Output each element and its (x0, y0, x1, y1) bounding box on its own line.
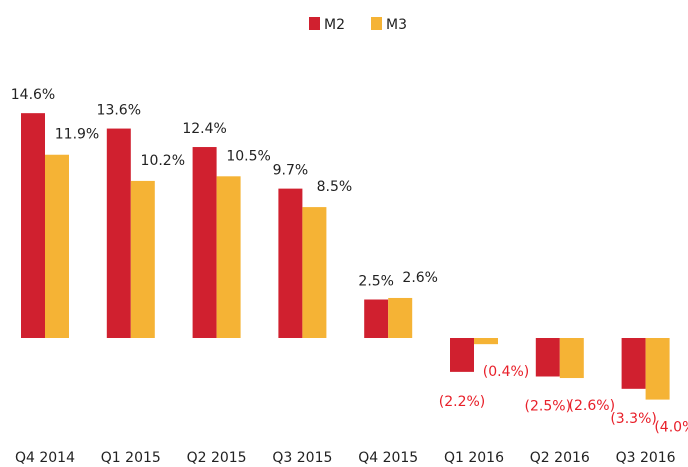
bar (621, 338, 646, 389)
bar (21, 113, 45, 338)
value-label: 2.6% (402, 270, 438, 286)
bar (388, 297, 413, 338)
value-label: 11.9% (55, 127, 99, 143)
bar (535, 338, 560, 377)
x-tick-label: Q4 2015 (358, 450, 418, 466)
bar (216, 176, 241, 338)
legend-swatch (309, 17, 320, 30)
value-label: (0.4%) (483, 364, 530, 380)
bar (450, 338, 474, 372)
x-tick-label: Q3 2015 (272, 450, 332, 466)
x-tick-label: Q3 2016 (616, 450, 676, 466)
legend-label: M3 (386, 17, 407, 33)
value-label: 8.5% (317, 179, 353, 195)
bar (364, 299, 389, 338)
x-tick-label: Q1 2015 (101, 450, 161, 466)
value-label: (2.2%) (439, 394, 486, 410)
bar (106, 128, 131, 338)
bar (45, 154, 69, 338)
value-label: 9.7% (273, 163, 309, 179)
bar (192, 147, 217, 338)
legend-label: M2 (324, 17, 345, 33)
x-tick-label: Q2 2015 (187, 450, 247, 466)
value-label: (2.6%) (569, 398, 616, 414)
x-tick-label: Q2 2016 (530, 450, 590, 466)
value-label: 10.2% (141, 153, 185, 169)
x-tick-label: Q1 2016 (444, 450, 504, 466)
value-label: (2.5%) (525, 399, 572, 415)
bar (474, 338, 498, 345)
value-label: (4.0%) (654, 420, 688, 436)
value-label: 2.5% (358, 274, 394, 290)
x-tick-label: Q4 2014 (15, 450, 75, 466)
value-label: 12.4% (182, 121, 226, 137)
bar (130, 180, 155, 338)
bar (278, 188, 303, 338)
bar (645, 338, 670, 400)
value-label: 14.6% (11, 87, 55, 103)
bar (559, 338, 584, 379)
value-label: 10.5% (226, 148, 270, 164)
bar (302, 207, 327, 338)
value-label: (3.3%) (610, 411, 657, 427)
value-label: 13.6% (97, 103, 141, 119)
legend-swatch (371, 17, 382, 30)
